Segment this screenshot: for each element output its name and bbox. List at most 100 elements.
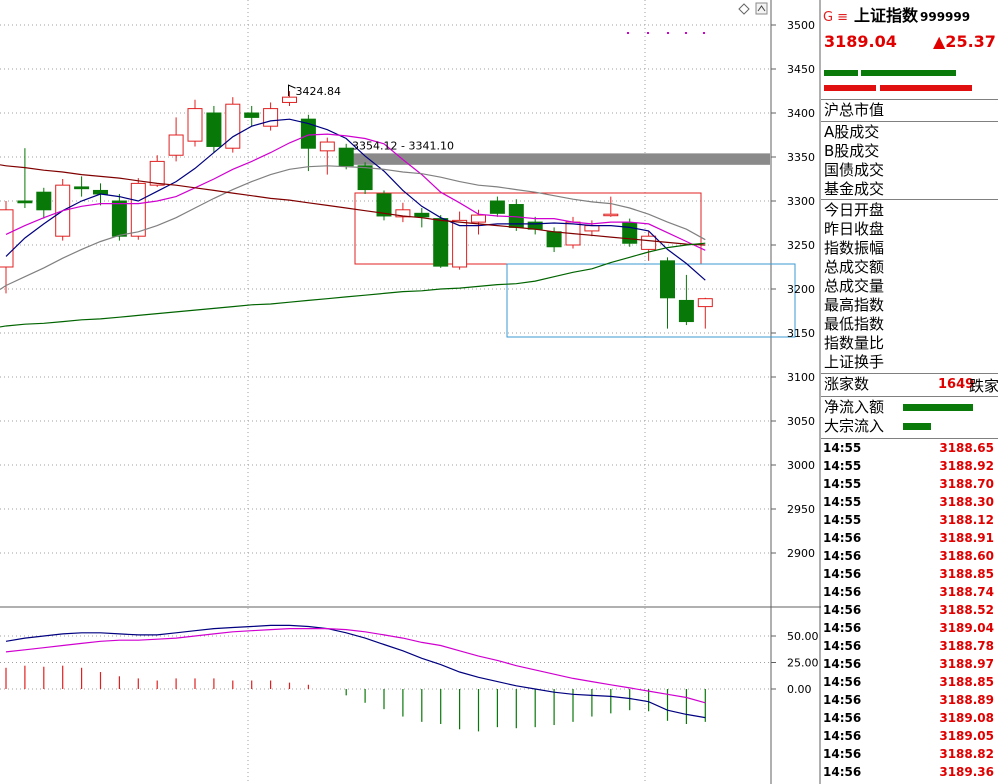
tick-time: 14:56 (823, 549, 862, 563)
label-volume-ratio: 指数量比 (824, 334, 885, 352)
candle (206, 105, 222, 153)
tick-time: 14:56 (823, 747, 862, 761)
tick-price: 3188.97 (939, 657, 994, 671)
divider (821, 121, 998, 122)
candle-body (395, 209, 411, 218)
price-axis: 3500 3450 3400 3350 3300 3250 3200 3150 3100 3050… (771, 19, 819, 696)
tick-row: 14:56 3188.60 (821, 548, 998, 566)
candle-body (622, 222, 638, 244)
label-rise-count: 涨家数 (824, 375, 870, 393)
candle-body (338, 147, 354, 167)
candle (263, 102, 279, 131)
axis-tick-label: 3000 (787, 459, 815, 472)
candle (282, 91, 297, 106)
divider (821, 199, 998, 200)
tick-time: 14:56 (823, 729, 862, 743)
tick-price: 3188.89 (939, 693, 994, 707)
tick-row: 14:55 3188.30 (821, 494, 998, 512)
candle-body (187, 108, 203, 142)
ma-line-1 (5, 133, 706, 251)
candle-body (376, 193, 392, 217)
macd-panel (5, 624, 706, 732)
divider (821, 438, 998, 439)
tick-price: 3189.36 (939, 765, 994, 779)
candle-body (168, 134, 184, 156)
quote-panel: G ≡ 上证指数 999999 3189.04 ▲25.37 沪总市值 A股成交 B股… (821, 0, 998, 784)
candle-body (17, 200, 33, 204)
menu-icon[interactable]: ≡ (837, 10, 848, 25)
high-label: 3424.84 (296, 85, 342, 98)
ma-line-ext (0, 164, 7, 167)
tick-row: 14:56 3188.78 (821, 638, 998, 656)
tick-row: 14:56 3188.89 (821, 692, 998, 710)
rise-count: 1649 (938, 377, 975, 392)
marker-dot (627, 32, 629, 34)
tick-price: 3188.65 (939, 441, 994, 455)
tick-time: 14:56 (823, 693, 862, 707)
divider (821, 373, 998, 374)
candle (149, 155, 165, 187)
candle (489, 196, 505, 217)
tick-time: 14:56 (823, 711, 862, 725)
annotations: 3424.84 3354.12 - 3341.10 (288, 2, 768, 152)
tick-time: 14:56 (823, 585, 862, 599)
candle (508, 199, 524, 231)
flag-icon (288, 84, 296, 97)
axis-tick-label: 3250 (787, 239, 815, 252)
chart-area[interactable]: 3500 3450 3400 3350 3300 3250 3200 3150 3100 3050… (0, 0, 821, 784)
candle-body (130, 182, 146, 237)
tick-time: 14:56 (823, 639, 862, 653)
scroll-button (755, 2, 768, 15)
tick-row: 14:56 3188.85 (821, 674, 998, 692)
candle (187, 99, 203, 147)
tick-time: 14:56 (823, 657, 862, 671)
label-prev-close: 昨日收盘 (824, 220, 885, 238)
label-open: 今日开盘 (824, 201, 885, 219)
axis-tick-label: 2950 (787, 503, 815, 516)
sell-bar-1 (824, 85, 876, 91)
axis-tick-label: 3300 (787, 195, 815, 208)
candle (660, 257, 675, 329)
candle-body (300, 118, 316, 149)
axis-tick-label: 2900 (787, 547, 815, 560)
ma-line-ext (0, 284, 7, 290)
candle (471, 209, 486, 235)
tick-price: 3188.12 (939, 513, 994, 527)
marker-dot (685, 32, 687, 34)
candle (641, 230, 657, 261)
tick-time: 14:55 (823, 495, 862, 509)
candle (225, 97, 241, 153)
candle (603, 196, 619, 217)
diamond-icon (738, 3, 750, 15)
candle (452, 211, 468, 270)
candle-body (111, 200, 127, 237)
candle-body (263, 108, 279, 127)
axis-tick-label: 3200 (787, 283, 815, 296)
marker-dot (667, 32, 669, 34)
tick-row: 14:56 3188.74 (821, 584, 998, 602)
tick-price: 3188.78 (939, 639, 994, 653)
candle (74, 176, 90, 197)
label-low: 最低指数 (824, 315, 885, 333)
candle-body (697, 298, 713, 308)
candle (527, 216, 543, 235)
candle-body (414, 212, 430, 218)
candle (433, 215, 449, 268)
g-mark[interactable]: G (823, 10, 834, 25)
label-fund: 基金成交 (824, 180, 885, 198)
tick-price: 3188.70 (939, 477, 994, 491)
label-turnover-rate: 上证换手 (824, 353, 885, 371)
tick-row: 14:56 3188.97 (821, 656, 998, 674)
candle (584, 220, 600, 237)
label-bond: 国债成交 (824, 161, 885, 179)
tick-time: 14:56 (823, 765, 862, 779)
tick-time: 14:56 (823, 675, 862, 689)
label-high: 最高指数 (824, 296, 885, 314)
tick-row: 14:56 3189.08 (821, 710, 998, 728)
label-amplitude: 指数振幅 (824, 239, 885, 257)
candle-body (433, 218, 449, 267)
index-name: 上证指数 (853, 6, 918, 25)
candle (130, 178, 146, 240)
tick-time: 14:55 (823, 477, 862, 491)
axis-tick-label: 3050 (787, 415, 815, 428)
